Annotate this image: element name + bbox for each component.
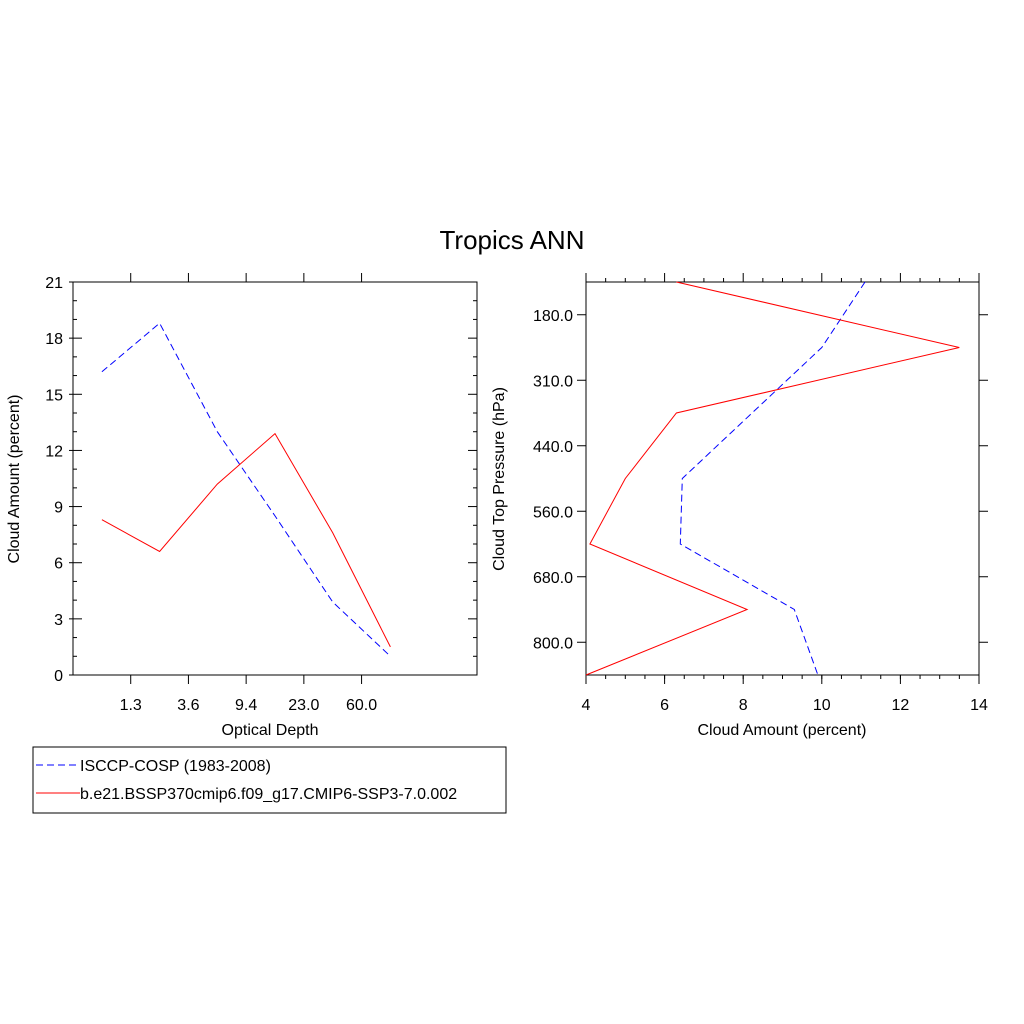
- left-x-tick-label: 1.3: [120, 697, 142, 714]
- optical-depth-panel: 0 3 6 9 12 15 18 21 1.3 3.6 9.4 23.0 60.0 Optical De…: [6, 273, 478, 739]
- left-x-tick-label: 3.6: [177, 697, 199, 714]
- right-axis-ticks: 4 6 8 10 12 14 180.0 310.0 440.0 560.0 680.0 800.0: [533, 273, 988, 714]
- left-line-observed: [101, 322, 391, 657]
- left-y-tick-label: 12: [45, 443, 63, 460]
- left-y-tick-label: 6: [54, 556, 63, 573]
- right-y-axis-label: Cloud Top Pressure (hPa): [491, 387, 508, 571]
- left-y-axis-label: Cloud Amount (percent): [6, 395, 23, 564]
- right-plot-frame: [585, 281, 980, 676]
- left-y-tick-label: 0: [54, 668, 63, 685]
- left-x-tick-label: 60.0: [346, 697, 377, 714]
- left-axis-ticks: 0 3 6 9 12 15 18 21 1.3 3.6 9.4 23.0 60.0: [45, 273, 477, 714]
- legend-label-model: b.e21.BSSP370cmip6.f09_g17.CMIP6-SSP3-7.…: [80, 786, 457, 803]
- pressure-panel: 4 6 8 10 12 14180.0310.0440.0560.0680.0800.0 …: [491, 273, 988, 739]
- left-line-model: [101, 432, 391, 648]
- right-y-tick-label: 180.0: [533, 308, 573, 325]
- right-x-tick-label: 8: [739, 697, 748, 714]
- left-y-tick-label: 21: [45, 275, 63, 292]
- left-plot-frame: [72, 281, 478, 676]
- left-y-tick-label: 3: [54, 612, 63, 629]
- chart-title: Tropics ANN: [440, 225, 585, 255]
- right-series-lines: [585, 281, 960, 676]
- legend: ISCCP-COSP (1983-2008) b.e21.BSSP370cmip…: [32, 746, 507, 814]
- right-y-tick-label: 680.0: [533, 570, 573, 587]
- left-x-tick-label: 23.0: [288, 697, 319, 714]
- legend-label-observed: ISCCP-COSP (1983-2008): [80, 758, 271, 775]
- right-line-model: [585, 281, 960, 676]
- right-y-tick-label: 560.0: [533, 504, 573, 521]
- left-series-lines: [101, 322, 391, 657]
- right-x-tick-label: 10: [813, 697, 831, 714]
- right-y-tick-label: 310.0: [533, 373, 573, 390]
- left-x-axis-label: Optical Depth: [222, 722, 319, 739]
- right-line-observed: [679, 281, 866, 676]
- right-x-tick-label: 12: [892, 697, 910, 714]
- right-x-tick-label: 6: [660, 697, 669, 714]
- left-x-tick-label: 9.4: [235, 697, 257, 714]
- right-x-tick-label: 4: [582, 697, 591, 714]
- right-y-tick-label: 440.0: [533, 439, 573, 456]
- right-x-tick-label: 14: [970, 697, 988, 714]
- left-y-tick-label: 9: [54, 500, 63, 517]
- legend-box: [32, 746, 507, 814]
- right-y-tick-label: 800.0: [533, 635, 573, 652]
- right-x-axis-label: Cloud Amount (percent): [698, 722, 867, 739]
- left-y-tick-label: 15: [45, 387, 63, 404]
- left-y-tick-label: 18: [45, 331, 63, 348]
